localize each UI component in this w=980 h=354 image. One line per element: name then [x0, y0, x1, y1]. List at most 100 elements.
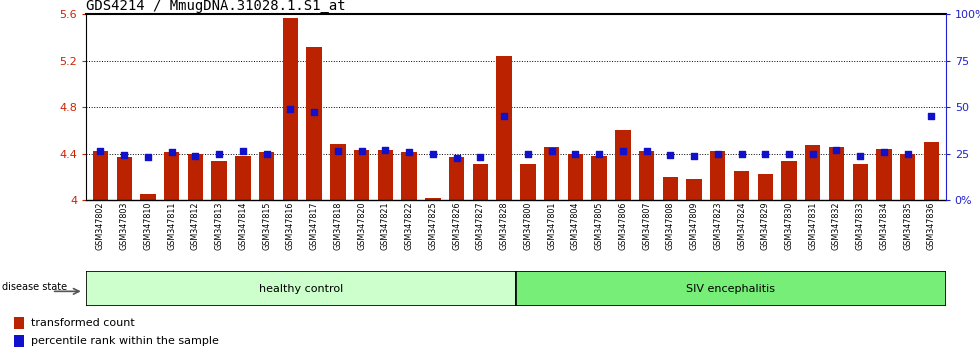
Text: GSM347827: GSM347827 [476, 201, 485, 250]
Text: GSM347803: GSM347803 [120, 201, 128, 250]
Bar [354, 150, 369, 200]
Bar [924, 142, 939, 200]
Point [639, 148, 655, 154]
Point [472, 154, 488, 160]
Point [212, 151, 227, 156]
Point [544, 148, 560, 154]
Point [307, 109, 322, 115]
Bar [710, 151, 725, 200]
Bar [497, 56, 512, 200]
Text: GSM347818: GSM347818 [333, 201, 342, 250]
Point [876, 149, 892, 155]
Bar [853, 164, 868, 200]
Point [117, 152, 132, 158]
Point [235, 148, 251, 154]
Text: GSM347802: GSM347802 [96, 201, 105, 250]
Bar [781, 160, 797, 200]
Text: GSM347825: GSM347825 [428, 201, 437, 250]
Text: GSM347817: GSM347817 [310, 201, 318, 250]
Point [93, 148, 109, 154]
Text: GDS4214 / MmugDNA.31028.1.S1_at: GDS4214 / MmugDNA.31028.1.S1_at [86, 0, 346, 13]
Point [853, 153, 868, 159]
Bar [259, 152, 274, 200]
Text: GSM347835: GSM347835 [904, 201, 912, 250]
Text: healthy control: healthy control [259, 284, 343, 293]
Text: GSM347808: GSM347808 [665, 201, 675, 250]
Bar [472, 164, 488, 200]
Bar [829, 147, 844, 200]
Bar [86, 271, 515, 306]
Bar [567, 154, 583, 200]
Point [354, 148, 369, 154]
Bar [330, 144, 346, 200]
Bar [544, 147, 560, 200]
Point [282, 107, 298, 112]
Point [401, 149, 416, 155]
Text: percentile rank within the sample: percentile rank within the sample [31, 336, 220, 346]
Text: transformed count: transformed count [31, 318, 135, 328]
Point [923, 114, 939, 119]
Text: GSM347805: GSM347805 [595, 201, 604, 250]
Text: GSM347834: GSM347834 [879, 201, 889, 250]
Text: GSM347804: GSM347804 [570, 201, 580, 250]
Text: GSM347807: GSM347807 [642, 201, 651, 250]
Text: GSM347810: GSM347810 [143, 201, 153, 250]
Bar [615, 130, 630, 200]
Bar [734, 171, 750, 200]
Point [425, 151, 441, 156]
Point [520, 151, 536, 156]
Text: GSM347815: GSM347815 [263, 201, 271, 250]
Point [330, 148, 346, 154]
Text: GSM347830: GSM347830 [785, 201, 794, 250]
Text: GSM347820: GSM347820 [357, 201, 367, 250]
Bar [164, 152, 179, 200]
Point [187, 153, 203, 159]
Point [615, 148, 631, 154]
Text: GSM347824: GSM347824 [737, 201, 746, 250]
Point [781, 151, 797, 156]
Bar [93, 151, 108, 200]
Text: GSM347812: GSM347812 [191, 201, 200, 250]
Text: GSM347814: GSM347814 [238, 201, 247, 250]
Bar [900, 154, 915, 200]
Text: GSM347800: GSM347800 [523, 201, 532, 250]
Point [164, 149, 179, 155]
Bar [377, 150, 393, 200]
Point [259, 151, 274, 156]
Bar [686, 179, 702, 200]
Point [805, 151, 820, 156]
Text: GSM347822: GSM347822 [405, 201, 414, 250]
Point [140, 154, 156, 160]
Point [686, 153, 702, 159]
Bar [639, 151, 655, 200]
Text: GSM347809: GSM347809 [690, 201, 699, 250]
Text: GSM347828: GSM347828 [500, 201, 509, 250]
Bar [117, 157, 132, 200]
Text: GSM347829: GSM347829 [760, 201, 769, 250]
Point [710, 151, 725, 156]
Point [900, 151, 915, 156]
Point [591, 151, 607, 156]
Text: SIV encephalitis: SIV encephalitis [686, 284, 775, 293]
Bar [520, 164, 535, 200]
Point [734, 151, 750, 156]
Text: GSM347836: GSM347836 [927, 201, 936, 250]
Bar [14, 317, 24, 329]
Text: GSM347833: GSM347833 [856, 201, 864, 250]
Text: GSM347811: GSM347811 [168, 201, 176, 250]
Text: GSM347823: GSM347823 [713, 201, 722, 250]
Point [449, 155, 465, 161]
Bar [140, 194, 156, 200]
Bar [14, 335, 24, 347]
Text: GSM347801: GSM347801 [547, 201, 556, 250]
Text: GSM347831: GSM347831 [808, 201, 817, 250]
Point [829, 147, 845, 153]
Bar [282, 18, 298, 200]
Text: GSM347826: GSM347826 [452, 201, 462, 250]
Bar [515, 271, 946, 306]
Bar [758, 175, 773, 200]
Text: GSM347806: GSM347806 [618, 201, 627, 250]
Bar [662, 177, 678, 200]
Point [496, 114, 512, 119]
Text: GSM347813: GSM347813 [215, 201, 223, 250]
